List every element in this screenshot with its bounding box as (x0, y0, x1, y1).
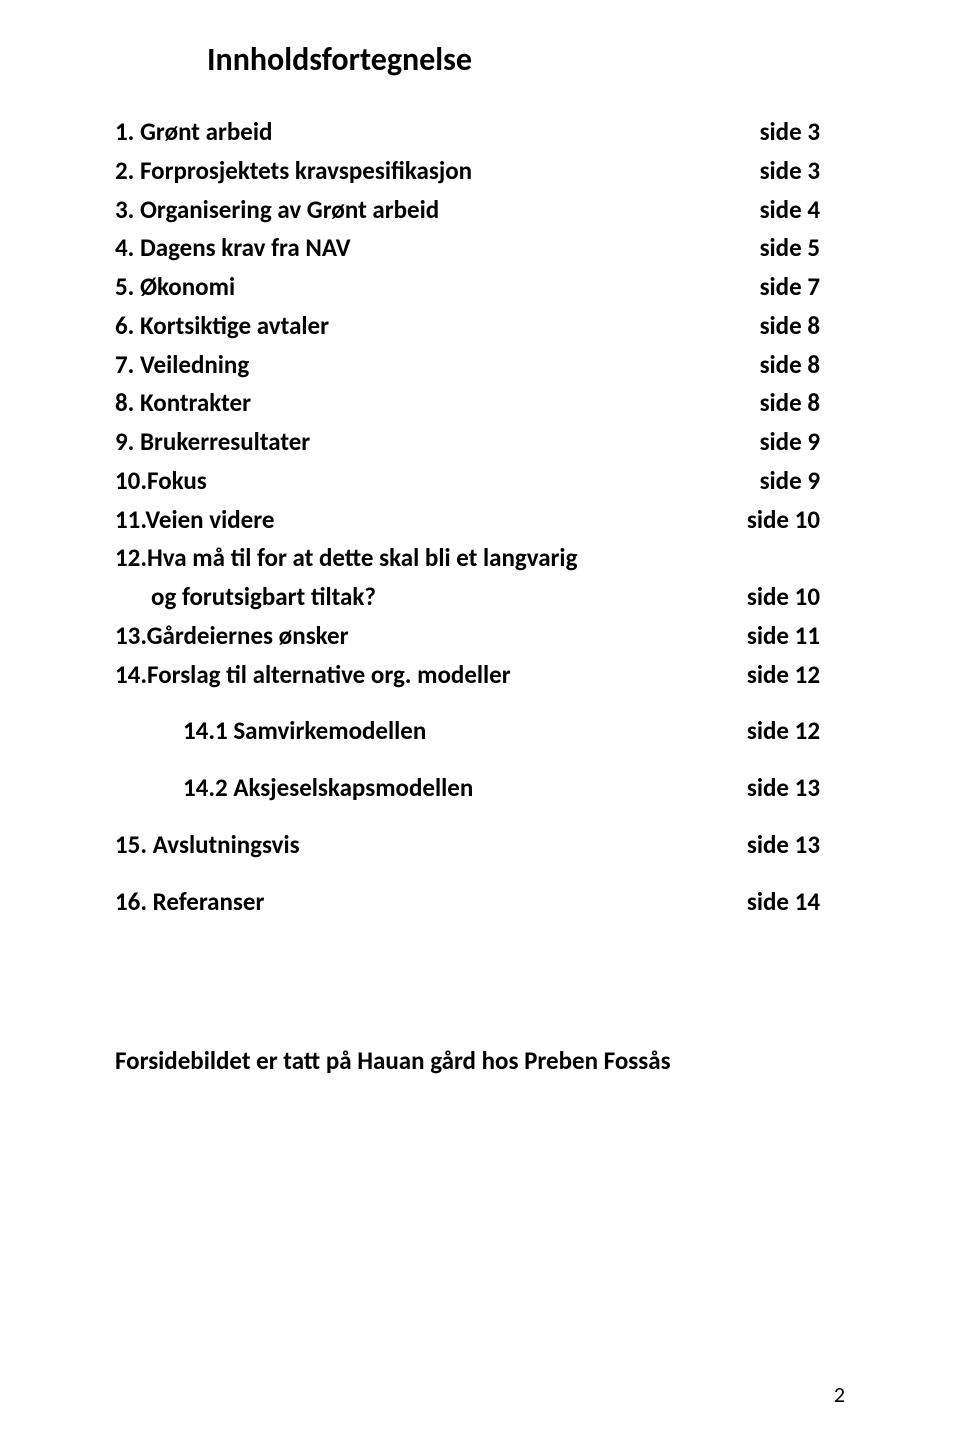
toc-label: 9. Brukerresultater (115, 423, 310, 462)
toc-label: 13.Gårdeiernes ønsker (115, 617, 348, 656)
toc-label: 7. Veiledning (115, 346, 249, 385)
toc-entry-9: 9. Brukerresultater side 9 (115, 423, 820, 462)
toc-page: side 10 (747, 501, 820, 540)
toc-entry-10: 10.Fokus side 9 (115, 462, 820, 501)
toc-entry-12-line2: og forutsigbart tiltak? side 10 (115, 578, 820, 617)
toc-label: 14.1 Samvirkemodellen (183, 712, 426, 751)
toc-entry-16: 16. Referanser side 14 (115, 883, 820, 922)
toc-label: 2. Forprosjektets kravspesifikasjon (115, 152, 472, 191)
toc-entry-1: 1. Grønt arbeid side 3 (115, 113, 820, 152)
toc-label: 8. Kontrakter (115, 384, 251, 423)
toc-page: side 12 (747, 712, 820, 751)
toc-page: side 5 (760, 229, 820, 268)
footer-note: Forsidebildet er tatt på Hauan gård hos … (115, 1045, 820, 1076)
toc-entry-8: 8. Kontrakter side 8 (115, 384, 820, 423)
toc-page: side 7 (760, 268, 820, 307)
toc-label: 15. Avslutningsvis (115, 826, 300, 865)
toc-entry-13: 13.Gårdeiernes ønsker side 11 (115, 617, 820, 656)
toc-entry-4: 4. Dagens krav fra NAV side 5 (115, 229, 820, 268)
toc-page: side 10 (747, 578, 820, 617)
toc-label: 11.Veien videre (115, 501, 274, 540)
toc-page: side 3 (760, 113, 820, 152)
toc-entry-15: 15. Avslutningsvis side 13 (115, 826, 820, 865)
toc-entry-14-1: 14.1 Samvirkemodellen side 12 (115, 712, 820, 751)
toc-label: 14.2 Aksjeselskapsmodellen (183, 769, 473, 808)
toc-page: side 9 (760, 462, 820, 501)
toc-entry-2: 2. Forprosjektets kravspesifikasjon side… (115, 152, 820, 191)
toc-title: Innholdsfortegnelse (207, 40, 820, 79)
toc-page: side 8 (760, 384, 820, 423)
toc-label: 4. Dagens krav fra NAV (115, 229, 350, 268)
page-number: 2 (834, 1381, 845, 1408)
toc-entry-7: 7. Veiledning side 8 (115, 346, 820, 385)
toc-label: 16. Referanser (115, 883, 264, 922)
toc-entry-14: 14.Forslag til alternative org. modeller… (115, 656, 820, 695)
toc-page: side 12 (747, 656, 820, 695)
toc-label: 3. Organisering av Grønt arbeid (115, 191, 439, 230)
toc-label: 5. Økonomi (115, 268, 235, 307)
toc-page: side 11 (747, 617, 820, 656)
toc-label: 14.Forslag til alternative org. modeller (115, 656, 511, 695)
toc-entry-12-line1: 12.Hva må til for at dette skal bli et l… (115, 539, 820, 578)
toc-entry-5: 5. Økonomi side 7 (115, 268, 820, 307)
toc-page: side 9 (760, 423, 820, 462)
toc-label: 6. Kortsiktige avtaler (115, 307, 329, 346)
toc-label: og forutsigbart tiltak? (151, 578, 376, 617)
toc-label: 1. Grønt arbeid (115, 113, 272, 152)
document-page: Innholdsfortegnelse 1. Grønt arbeid side… (0, 0, 960, 1448)
toc-entry-3: 3. Organisering av Grønt arbeid side 4 (115, 191, 820, 230)
toc-page: side 8 (760, 307, 820, 346)
toc-page: side 8 (760, 346, 820, 385)
toc-page: side 13 (747, 826, 820, 865)
toc-page: side 4 (760, 191, 820, 230)
toc-entry-14-2: 14.2 Aksjeselskapsmodellen side 13 (115, 769, 820, 808)
toc-entry-6: 6. Kortsiktige avtaler side 8 (115, 307, 820, 346)
toc-page: side 14 (747, 883, 820, 922)
toc-entry-11: 11.Veien videre side 10 (115, 501, 820, 540)
toc-page: side 3 (760, 152, 820, 191)
toc-page: side 13 (747, 769, 820, 808)
toc-label: 10.Fokus (115, 462, 207, 501)
